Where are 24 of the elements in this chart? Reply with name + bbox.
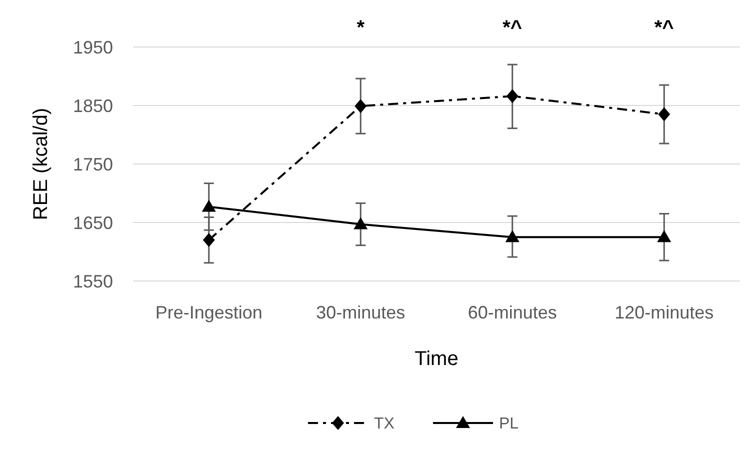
point [658,107,670,122]
point [354,99,367,114]
point [505,230,520,242]
point [202,233,215,248]
point [202,200,216,212]
x-tick-label: 60-minutes [468,302,557,322]
point [506,89,518,104]
legend-label: PL [499,416,519,433]
text: * [356,17,365,39]
y-tick-label: 1550 [72,271,113,292]
y-axis-title: REE (kcal/d) [30,108,52,220]
y-tick-label: 1750 [72,154,113,174]
x-tick-label: 30-minutes [316,302,406,322]
x-axis-title: Time [414,348,458,370]
legend-label: TX [374,416,395,433]
x-tick-label: Pre-Ingestion [155,302,262,322]
point [657,230,672,242]
y-tick-label: 1650 [72,212,113,233]
text: *^ [502,17,522,39]
text: *^ [654,17,674,39]
point [354,217,368,230]
y-tick-label: 1950 [72,37,113,58]
x-tick-label: 120-minutes [614,302,714,322]
y-tick-label: 1850 [72,96,113,116]
